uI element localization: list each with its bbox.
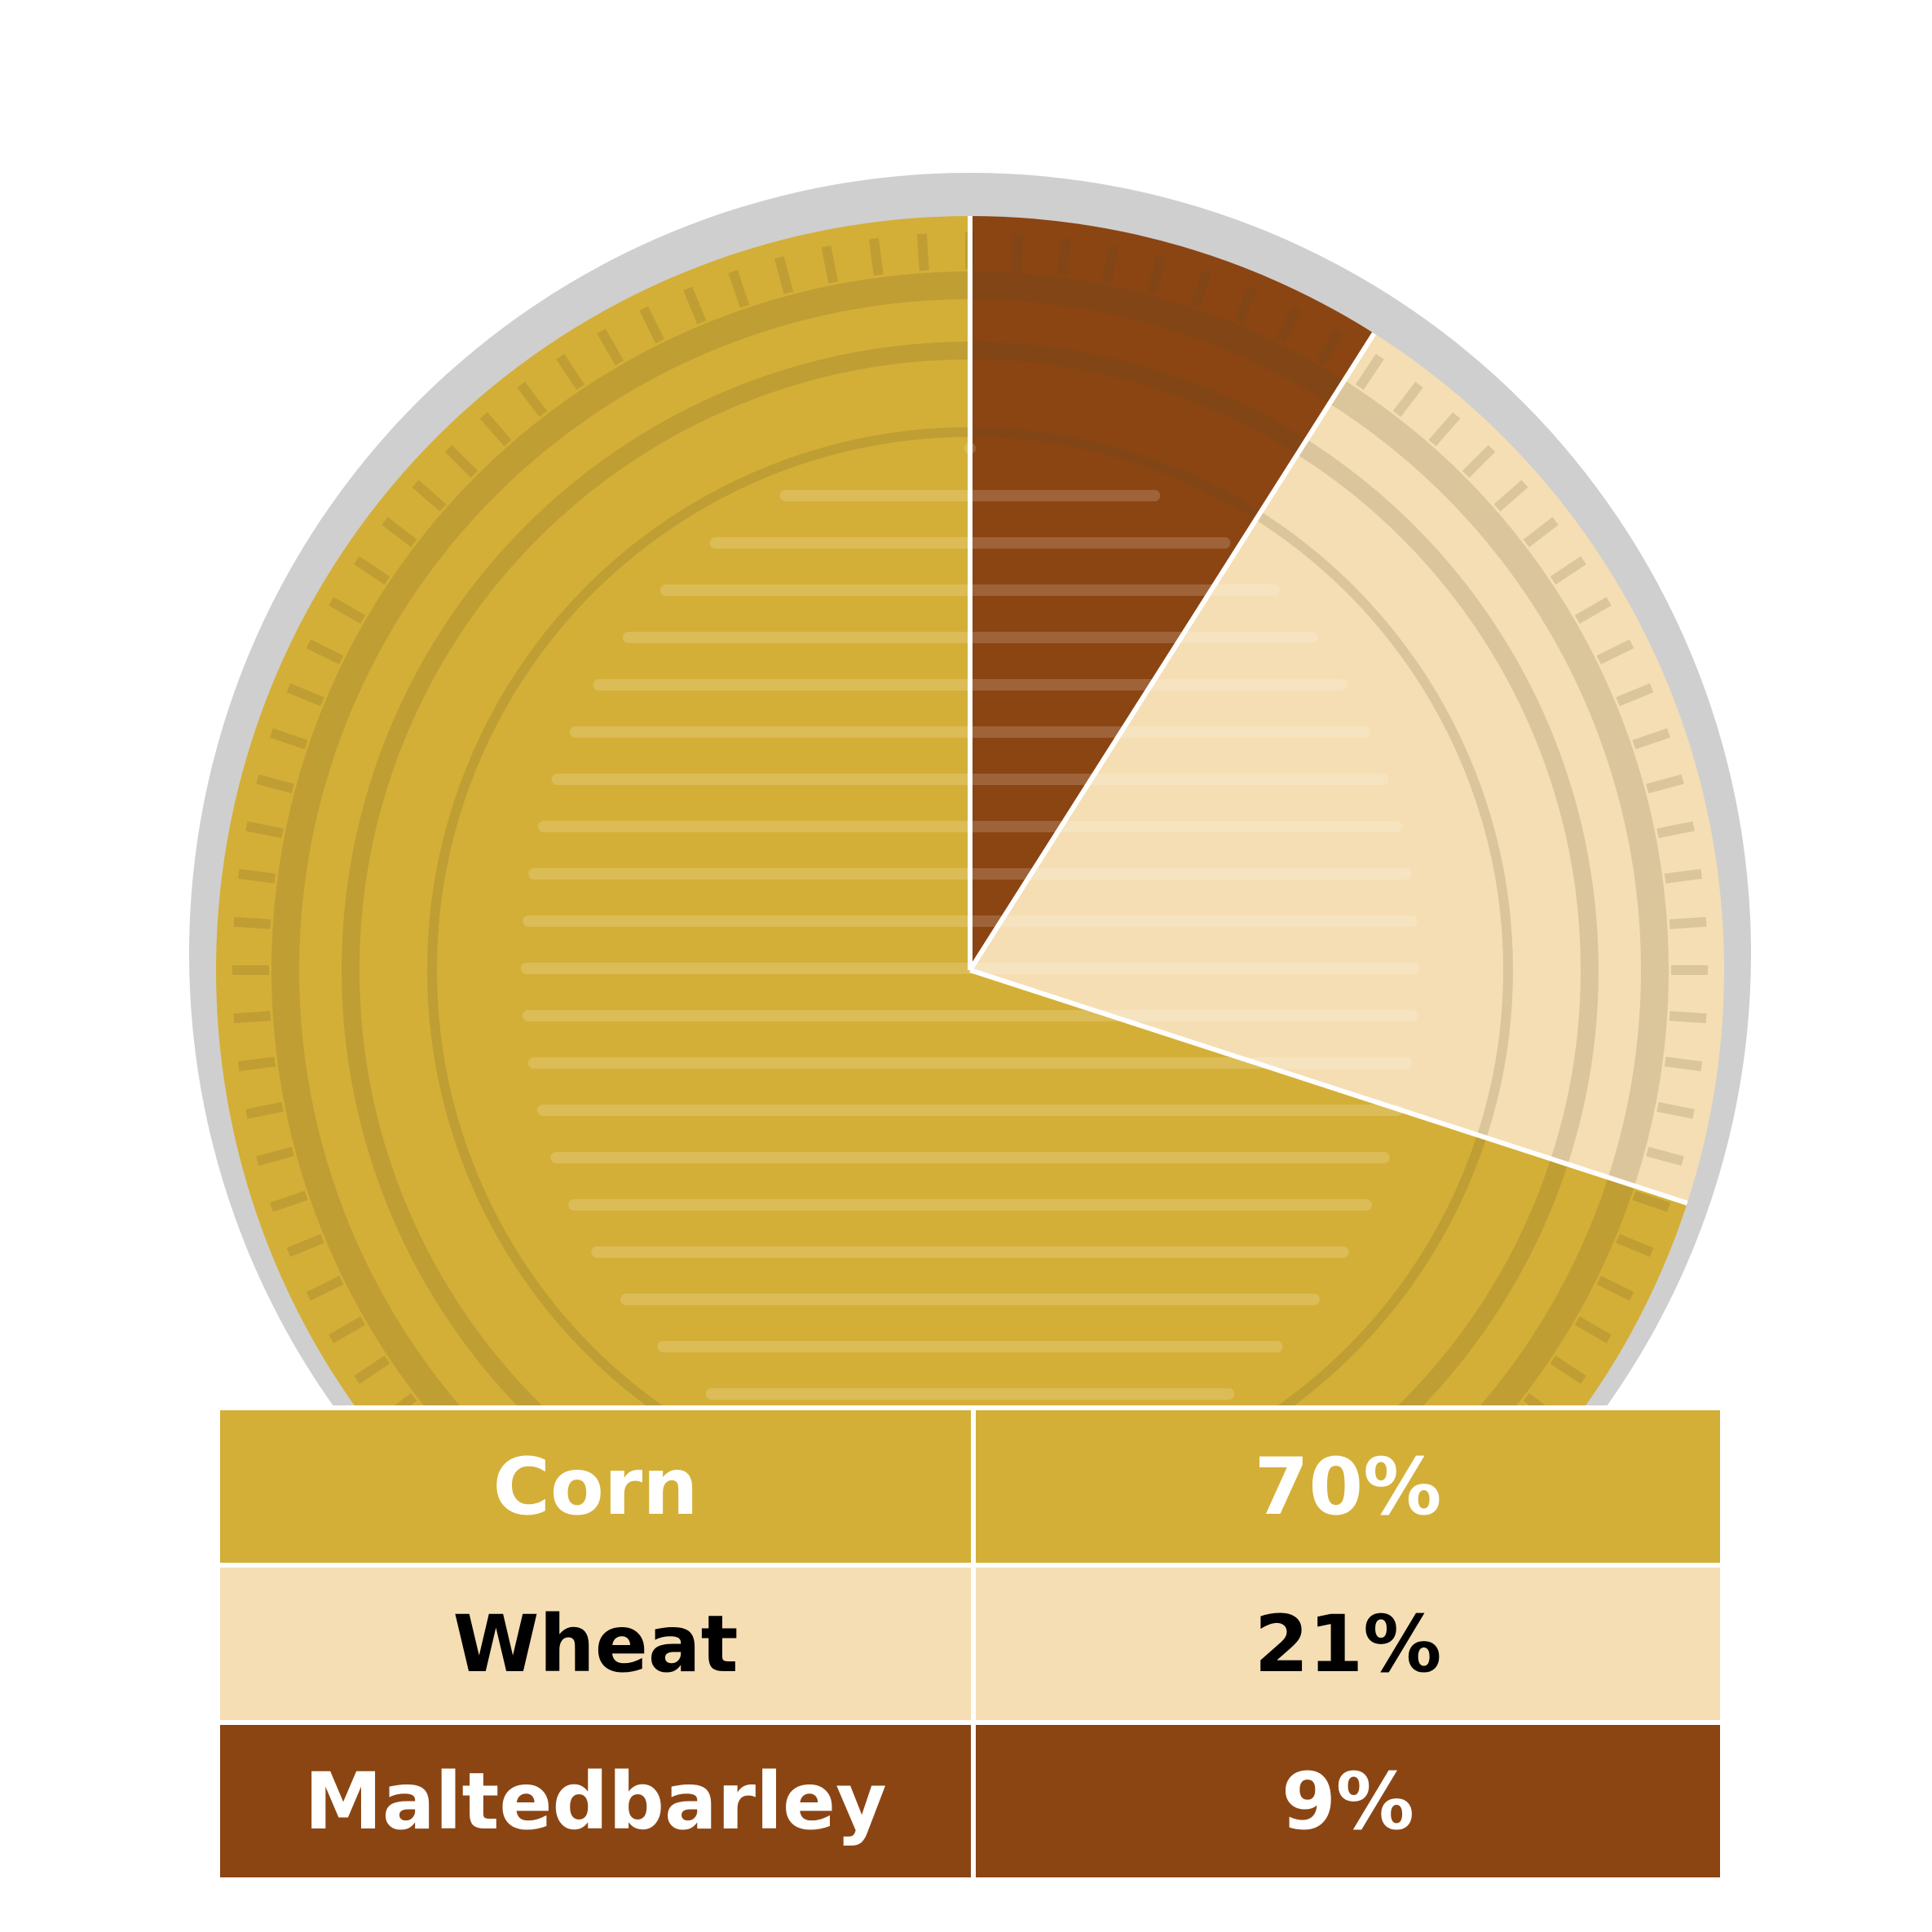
legend-row-corn: Corn 70% xyxy=(215,1405,1725,1568)
coin-tick xyxy=(774,256,794,294)
coin-tick xyxy=(1011,233,1024,271)
coin-tick xyxy=(517,382,548,417)
pie-slice-corn xyxy=(216,216,1687,1724)
coin-tick xyxy=(286,1233,324,1257)
legend-value-wheat: 21% xyxy=(971,1563,1725,1725)
coin-tick xyxy=(237,868,276,884)
coin-tick xyxy=(245,821,284,839)
pie-slices xyxy=(216,216,1724,1724)
coin-tick xyxy=(1656,821,1695,839)
legend-row-wheat: Wheat 21% xyxy=(215,1563,1725,1725)
coin-tick xyxy=(329,597,366,624)
coin-tick xyxy=(306,1275,344,1301)
coin-tick xyxy=(270,1190,308,1212)
coin-tick xyxy=(256,774,294,794)
coin-tick xyxy=(1392,382,1423,417)
coin-tick xyxy=(256,1146,294,1167)
slice-separators xyxy=(968,216,1688,1206)
coin-tick xyxy=(412,479,447,512)
coin-tick xyxy=(728,270,750,308)
coin-tick xyxy=(1646,1146,1684,1167)
legend-table: Corn 70% Wheat 21% Maltedbarley 9% xyxy=(215,1405,1725,1882)
coin-tick xyxy=(1275,306,1301,344)
coin-tick xyxy=(1632,1190,1670,1212)
coin-tick xyxy=(1632,728,1670,750)
coin-tick xyxy=(479,412,512,447)
slice-separator xyxy=(968,332,1377,972)
coin-tick xyxy=(1355,354,1384,390)
coin-tick xyxy=(597,329,624,366)
coin-tick xyxy=(1493,479,1528,512)
coin-tick xyxy=(1646,774,1684,794)
coin-tick xyxy=(1616,683,1654,707)
coin-tick xyxy=(1428,412,1461,447)
coin-tick xyxy=(1101,245,1119,284)
coin-tick xyxy=(245,1101,284,1119)
coin-tick xyxy=(1056,237,1072,276)
coin-tick xyxy=(1596,639,1634,665)
legend-row-maltedbarley: Maltedbarley 9% xyxy=(215,1720,1725,1882)
legend-value-maltedbarley: 9% xyxy=(971,1720,1725,1882)
coin-tick xyxy=(1574,597,1612,624)
coin-tick xyxy=(556,354,585,390)
coin-tick xyxy=(233,916,271,929)
coin-tick xyxy=(286,683,324,707)
coin-tick xyxy=(1316,329,1343,366)
legend-label-wheat: Wheat xyxy=(215,1563,976,1725)
coin-tick xyxy=(1550,1355,1586,1384)
coin-tick xyxy=(1616,1233,1654,1257)
coin-tick xyxy=(639,306,665,344)
legend-value-corn: 70% xyxy=(971,1405,1725,1568)
coin-tick xyxy=(1462,444,1496,479)
coin-tick xyxy=(1596,1275,1634,1301)
slice-separator xyxy=(969,968,1688,1206)
coin-tick xyxy=(1656,1101,1695,1119)
legend-label-corn: Corn xyxy=(215,1405,976,1568)
coin-tick xyxy=(444,444,479,479)
coin-tick xyxy=(233,1011,271,1024)
coin-tick xyxy=(354,556,390,585)
coin-tick xyxy=(1664,1056,1703,1072)
pie-slice-wheat xyxy=(970,333,1724,1203)
coin-tick xyxy=(1664,868,1703,884)
coin-tick xyxy=(1233,286,1257,324)
coin-tick xyxy=(354,1355,390,1384)
coin-tick xyxy=(1523,517,1559,548)
coin-tick xyxy=(1550,556,1586,585)
coin-tick xyxy=(1146,256,1167,294)
coin-tick xyxy=(329,1316,366,1343)
coin-tick xyxy=(868,237,884,276)
coin-tick xyxy=(1190,270,1212,308)
coin-tick xyxy=(270,728,308,750)
legend-label-maltedbarley: Maltedbarley xyxy=(215,1720,976,1882)
coin-tick xyxy=(382,517,417,548)
coin-tick xyxy=(1574,1316,1612,1343)
coin-tick xyxy=(683,286,707,324)
coin-tick xyxy=(821,245,839,284)
coin-tick xyxy=(237,1056,276,1072)
coin-tick xyxy=(1669,916,1707,929)
coin-tick xyxy=(916,233,929,271)
coin-tick xyxy=(306,639,344,665)
coin-tick xyxy=(1669,1011,1707,1024)
pie-slice-maltedbarley xyxy=(970,216,1374,970)
